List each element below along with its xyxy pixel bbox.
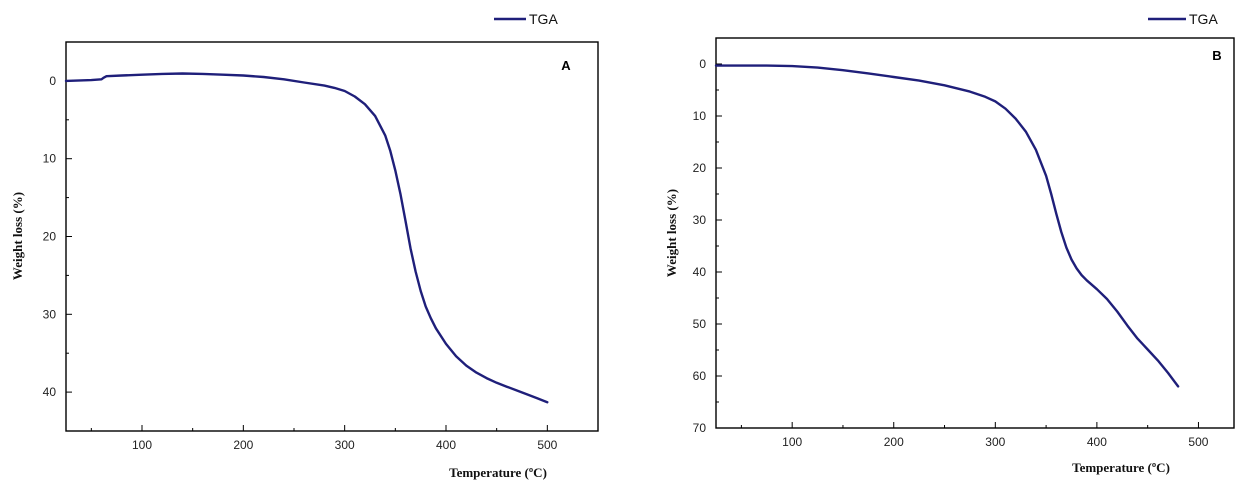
series-line-tga xyxy=(64,72,549,404)
plot-frame xyxy=(715,37,1235,429)
panel-label: A xyxy=(561,58,571,73)
chart-a-svg: 100 200 300 400 500 0 10 20 30 40 TGA A Temperature … xyxy=(10,11,599,480)
y-tick-label: 30 xyxy=(43,307,57,321)
plot-frame xyxy=(65,41,599,432)
x-tick-label: 500 xyxy=(1188,435,1208,449)
y-tick-label: 60 xyxy=(693,369,707,383)
x-tick-label: 100 xyxy=(782,435,802,449)
x-tick-label: 300 xyxy=(335,438,355,452)
y-tick-label: 20 xyxy=(43,230,57,244)
y-axis-label: Weight loss (%) xyxy=(664,189,679,277)
y-axis-label: Weight loss (%) xyxy=(10,192,25,280)
series-line-tga xyxy=(714,64,1180,388)
x-tick-label: 400 xyxy=(1087,435,1107,449)
x-tick-label: 100 xyxy=(132,438,152,452)
y-tick-label: 20 xyxy=(693,161,707,175)
chart-b-svg: 100 200 300 400 500 0 10 20 30 40 50 60 70 TGA B Temper… xyxy=(664,11,1235,475)
y-tick-label: 10 xyxy=(43,152,57,166)
y-tick-label: 70 xyxy=(693,421,707,435)
legend-label: TGA xyxy=(529,11,558,27)
y-tick-label: 0 xyxy=(699,57,706,71)
y-tick-label: 0 xyxy=(49,74,56,88)
x-tick-label: 200 xyxy=(233,438,253,452)
x-tick-label: 500 xyxy=(537,438,557,452)
chart-panel-b: 100 200 300 400 500 0 10 20 30 40 50 60 70 TGA B Temper… xyxy=(620,0,1238,484)
y-tick-label: 40 xyxy=(43,385,57,399)
chart-panel-a: 100 200 300 400 500 0 10 20 30 40 TGA A Temperature … xyxy=(0,0,610,484)
y-tick-label: 40 xyxy=(693,265,707,279)
x-axis-label: Temperature (ºC) xyxy=(449,465,547,480)
y-tick-label: 50 xyxy=(693,317,707,331)
y-tick-label: 10 xyxy=(693,109,707,123)
x-tick-label: 200 xyxy=(884,435,904,449)
legend-label: TGA xyxy=(1189,11,1218,27)
x-axis-label: Temperature (ºC) xyxy=(1072,460,1170,475)
x-tick-label: 300 xyxy=(985,435,1005,449)
panel-label: B xyxy=(1212,48,1221,63)
y-tick-label: 30 xyxy=(693,213,707,227)
x-tick-label: 400 xyxy=(436,438,456,452)
